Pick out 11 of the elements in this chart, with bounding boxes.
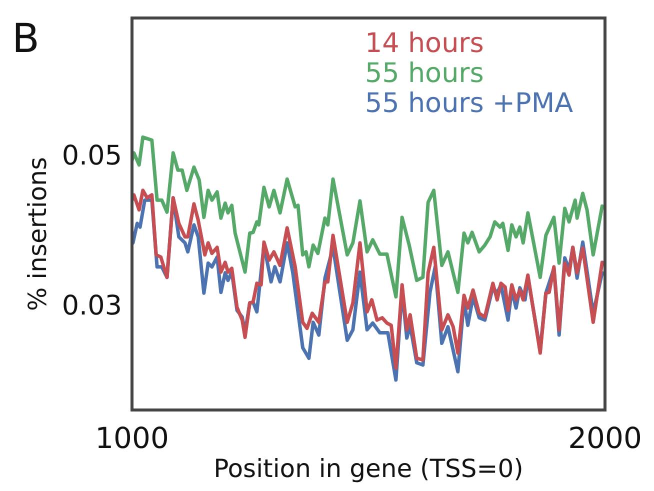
line-series <box>132 135 604 299</box>
text: 55 hours +PMA <box>365 88 574 119</box>
y-tick-label: 0.03 <box>62 290 122 322</box>
x-tick-label: 2000 <box>568 421 642 455</box>
y-axis-title: % insertions <box>23 156 52 312</box>
x-tick-label: 1000 <box>95 421 169 455</box>
x-axis-title: Position in gene (TSS=0) <box>214 454 524 483</box>
text: 55 hours <box>365 58 484 89</box>
text: 14 hours <box>365 28 484 59</box>
y-tick-label: 0.05 <box>62 140 122 172</box>
text: B <box>12 16 40 62</box>
